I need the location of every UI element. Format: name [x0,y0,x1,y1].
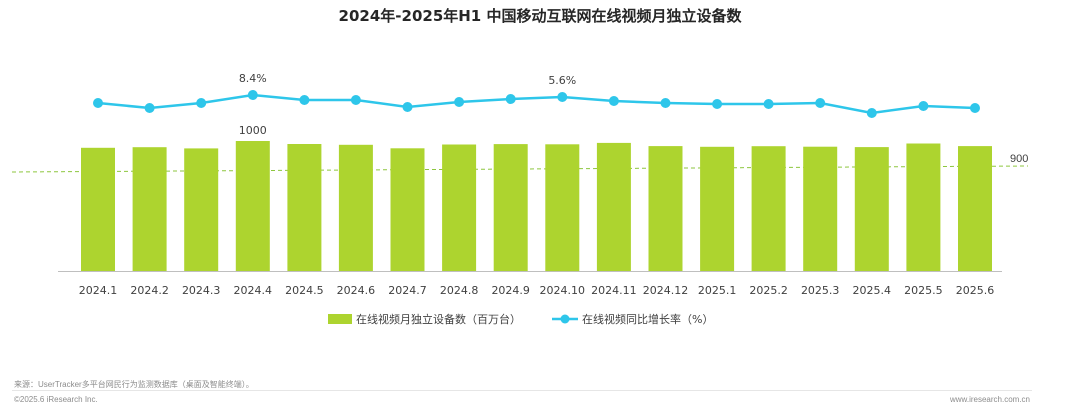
bar [700,146,735,271]
line-point [144,103,155,113]
line-point [505,94,516,104]
line-point [660,98,671,108]
line-point [866,108,877,118]
data-label: 8.4% [239,72,267,85]
bar [235,141,270,271]
line-point [93,98,103,108]
website-link[interactable]: www.iresearch.com.cn [949,395,1030,404]
line-point [557,92,568,102]
line-point [970,103,980,113]
x-tick-label: 2024.7 [388,284,427,297]
bar [390,148,425,271]
legend-bar-swatch [328,314,352,324]
line-point [454,97,465,107]
x-tick-label: 2025.1 [698,284,737,297]
x-tick-label: 2024.3 [182,284,221,297]
x-tick-label: 2025.3 [801,284,840,297]
x-tick-label: 2025.4 [853,284,892,297]
x-tick-label: 2025.2 [749,284,788,297]
bar [545,144,580,272]
x-tick-label: 2024.8 [440,284,479,297]
x-tick-label: 2024.4 [234,284,273,297]
x-tick-label: 2024.9 [491,284,530,297]
line-point [608,96,619,106]
bar [958,146,992,271]
copyright-text: ©2025.6 iResearch Inc. [14,395,98,404]
line-point [712,99,723,109]
x-tick-label: 2024.12 [643,284,689,297]
x-tick-label: 2025.5 [904,284,943,297]
line-point [402,102,413,112]
bar [81,147,115,271]
x-tick-labels: 2024.1 2024.2 2024.3 2024.4 2024.5 2024.6 2024… [79,284,995,297]
x-tick-label: 2025.6 [956,284,995,297]
x-tick-label: 2024.5 [285,284,324,297]
bar [854,147,889,271]
bar [442,144,477,271]
legend-line-marker [560,314,570,324]
bar [338,144,373,271]
line-series [93,90,980,118]
data-label: 5.6% [548,74,576,87]
bar [132,147,167,271]
source-note: 来源：UserTracker多平台网民行为监测数据库（桌面及智能终端）。 [14,380,254,389]
bar [287,144,322,271]
line-point [763,99,774,109]
line-point [247,90,258,100]
bar [184,148,219,271]
bar [906,143,941,271]
data-labels: 8.4% 5.6% 1000 [239,72,576,137]
bar [596,142,631,271]
legend-bar-label: 在线视频月独立设备数（百万台） [356,312,521,326]
x-tick-label: 2024.10 [540,284,586,297]
growth-rate-line [97,93,976,115]
line-point [918,101,929,111]
data-label: 1000 [239,124,267,137]
footer-divider [12,390,1032,391]
bar-series [81,141,992,272]
line-point [350,95,361,105]
line-point [196,98,207,108]
bar [648,146,683,271]
line-point [299,95,310,105]
bar [803,146,838,271]
legend: 在线视频月独立设备数（百万台） 在线视频同比增长率（%） [328,312,713,326]
bar [751,146,786,271]
reference-line-900 [11,165,1029,173]
chart-title: 2024年-2025年H1 中国移动互联网在线视频月独立设备数 [339,7,743,25]
legend-line-label: 在线视频同比增长率（%） [582,312,713,326]
x-tick-label: 2024.1 [79,284,118,297]
bar [493,144,528,271]
line-point [815,98,826,108]
x-tick-label: 2024.2 [130,284,169,297]
x-tick-label: 2024.11 [591,284,637,297]
x-tick-label: 2024.6 [337,284,376,297]
reference-line-label: 900 [1010,153,1028,165]
